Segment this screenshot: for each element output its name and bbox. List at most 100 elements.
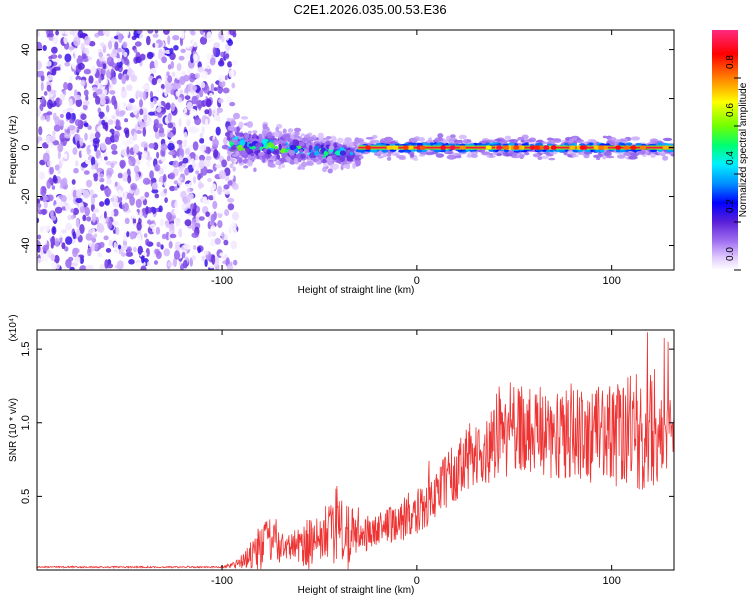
spectrogram-noise-blob [199,154,205,162]
spectrogram-onset-blob [262,123,268,130]
spectrogram-noise-blob [49,89,57,94]
spectrogram-noise-blob [126,146,130,155]
spectrogram-noise-blob [172,126,177,135]
spectrogram-noise-blob [206,237,211,245]
spectrogram-y-label: Frequency (Hz) [8,116,19,185]
spectrogram-noise-blob [104,198,111,206]
spectrogram-noise-blob [180,30,185,39]
spectrogram-noise-blob [160,156,166,162]
spectrogram-tone-halo [486,154,496,158]
spectrogram-noise-blob [206,31,212,41]
spectrogram-noise-blob [190,30,196,36]
spectrogram-noise-blob [99,173,104,178]
spectrogram-noise-blob [184,107,188,114]
spectrogram-noise-blob [139,159,144,164]
spectrogram-tone-peak [640,145,647,150]
snr-y-label: SNR (10 * v/v) [8,398,19,462]
spectrogram-noise-blob [98,56,105,62]
spectrogram-noise-blob [124,118,129,123]
spectrogram-noise-blob [195,30,200,37]
spectrogram-noise-blob [210,83,215,93]
spectrogram-tone-halo [602,155,607,160]
spectrogram-tone-peak [662,145,669,150]
spectrogram-noise-blob [117,244,122,250]
spectrogram-noise-blob [53,176,58,184]
spectrogram-y-tick-label: 20 [20,92,32,104]
spectrogram-noise-blob [81,173,86,180]
spectrogram-noise-blob [147,261,151,267]
spectrogram-tone-halo [516,153,526,158]
spectrogram-tone-halo [541,141,547,145]
spectrogram-onset-blob [249,149,253,153]
spectrogram-noise-blob [169,233,177,239]
spectrogram-marks [37,30,674,270]
spectrogram-noise-blob [184,147,191,155]
spectrogram-noise-blob [169,185,176,192]
spectrogram-noise-blob [139,108,144,116]
spectrogram-noise-blob [37,107,41,117]
spectrogram-noise-blob [51,185,56,190]
spectrogram-noise-blob [95,95,101,105]
spectrogram-noise-blob [139,99,143,108]
spectrogram-noise-blob [151,189,159,194]
spectrogram-noise-blob [206,169,214,174]
spectrogram-noise-blob [48,55,53,60]
spectrogram-noise-blob [194,163,201,171]
spectrogram-onset-blob [282,128,287,135]
spectrogram-noise-blob [139,196,146,201]
spectrogram-onset-blob [284,149,289,153]
spectrogram-noise-blob [131,35,137,41]
spectrogram-noise-blob [146,35,151,46]
spectrogram-noise-blob [82,104,88,111]
spectrogram-noise-blob [102,63,107,70]
spectrogram-noise-blob [73,36,81,47]
spectrogram-noise-blob [117,189,123,198]
spectrogram-noise-blob [93,176,98,182]
spectrogram-noise-blob [123,190,127,199]
spectrogram-noise-blob [49,166,54,175]
spectrogram-noise-blob [78,150,82,159]
spectrogram-noise-blob [136,130,142,134]
spectrogram-noise-blob [183,131,188,139]
spectrogram-tone-peak [386,145,393,150]
spectrogram-onset-blob [227,150,231,155]
spectrogram-noise-blob [199,36,208,45]
spectrogram-noise-blob [174,201,178,209]
spectrogram-noise-blob [183,243,191,250]
spectrogram-noise-blob [97,157,104,164]
spectrogram-noise-blob [84,109,89,116]
spectrogram-noise-blob [121,245,129,251]
spectrogram-onset-blob [289,144,297,150]
spectrogram-noise-blob [129,98,135,104]
spectrogram-noise-blob [206,53,212,60]
spectrogram-noise-blob [74,119,81,127]
spectrogram-x-tick-label: 0 [414,275,420,287]
spectrogram-noise-blob [192,85,198,91]
spectrogram-noise-blob [104,156,108,161]
spectrogram-x-tick-label: 100 [602,275,620,287]
spectrogram-tone-edge [599,149,605,153]
spectrogram-noise-blob [132,144,140,154]
spectrogram-noise-blob [195,170,200,175]
spectrogram-noise-blob [76,55,83,66]
spectrogram-onset-blob [339,150,346,156]
spectrogram-noise-blob [111,150,118,155]
spectrogram-tone-halo [662,137,673,142]
spectrogram-noise-blob [97,252,103,258]
spectrogram-noise-blob [211,255,216,265]
spectrogram-noise-blob [50,253,56,261]
spectrogram-noise-blob [103,78,108,86]
spectrogram-onset-blob [328,145,335,151]
spectrogram-noise-blob [58,30,65,35]
spectrogram-noise-blob [140,265,147,270]
spectrogram-onset-blob [331,154,337,158]
spectrogram-noise-blob [121,86,126,92]
spectrogram-onset-blob [292,139,300,147]
spectrogram-noise-blob [40,225,44,233]
spectrogram-onset-blob [352,162,356,169]
spectrogram-onset-blob [242,150,247,156]
spectrogram-noise-blob [122,172,129,182]
spectrogram-tone-peak [513,145,520,150]
spectrogram-noise-blob [202,30,209,33]
spectrogram-noise-blob [219,115,224,123]
